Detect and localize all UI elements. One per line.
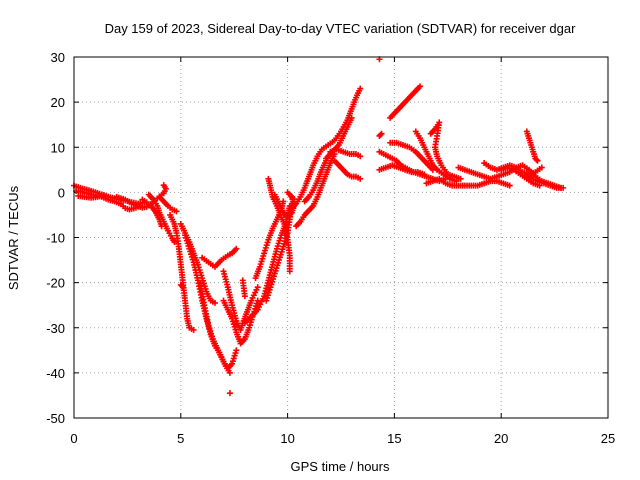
- data-point: [233, 347, 240, 354]
- data-track: [331, 157, 364, 182]
- data-point: [533, 156, 540, 163]
- data-track: [199, 245, 240, 270]
- data-point: [254, 284, 261, 291]
- data-point: [357, 153, 364, 160]
- data-track: [498, 164, 543, 189]
- data-point: [357, 85, 364, 92]
- data-point: [560, 184, 567, 191]
- plot-frame: [73, 56, 609, 419]
- data-point: [457, 175, 464, 182]
- data-track: [239, 277, 248, 300]
- data-track: [156, 193, 180, 215]
- data-point: [536, 182, 543, 189]
- data-point: [226, 390, 233, 397]
- y-tick-label: -50: [46, 411, 65, 426]
- data-track: [288, 85, 364, 212]
- y-tick-label: -40: [46, 366, 65, 381]
- data-point: [190, 327, 197, 334]
- y-tick-label: -20: [46, 276, 65, 291]
- x-axis-label: GPS time / hours: [291, 459, 390, 474]
- data-track: [220, 297, 261, 347]
- data-point: [280, 198, 287, 205]
- y-tick-labels: 30 20 10 0 -10 -20 -30 -40 -50: [46, 50, 65, 426]
- data-track: [197, 279, 233, 376]
- data-point: [173, 208, 180, 215]
- y-tick-label: -10: [46, 231, 65, 246]
- data-track: [327, 146, 364, 160]
- data-track: [523, 171, 567, 191]
- x-tick-label: 0: [70, 431, 77, 446]
- x-tick-label: 5: [177, 431, 184, 446]
- chart-title: Day 159 of 2023, Sidereal Day-to-day VTE…: [105, 21, 577, 36]
- data-point: [160, 182, 167, 189]
- data-point: [378, 130, 385, 137]
- data-track: [376, 130, 385, 139]
- data-track: [423, 175, 513, 189]
- data-track: [113, 182, 169, 211]
- data-point: [254, 297, 261, 304]
- y-tick-label: -30: [46, 321, 65, 336]
- data-points: [71, 56, 567, 397]
- data-point: [538, 164, 545, 171]
- data-point: [421, 171, 428, 178]
- data-track: [376, 162, 428, 178]
- data-track: [145, 191, 178, 246]
- data-point: [377, 131, 384, 138]
- data-point: [178, 283, 185, 290]
- x-tick-label: 25: [601, 431, 615, 446]
- data-track: [523, 128, 541, 164]
- data-point: [179, 284, 186, 291]
- x-tick-labels: 0 5 10 15 20 25: [70, 431, 615, 446]
- data-track: [75, 192, 107, 201]
- data-track: [265, 175, 293, 275]
- grid: [73, 56, 609, 419]
- data-point: [241, 293, 248, 300]
- y-tick-label: 10: [51, 140, 65, 155]
- data-track: [387, 83, 424, 121]
- y-tick-label: 30: [51, 50, 65, 65]
- data-track: [73, 188, 144, 213]
- data-track: [177, 281, 186, 291]
- data-track: [387, 139, 436, 173]
- x-tick-label: 15: [387, 431, 401, 446]
- data-point: [171, 239, 178, 246]
- data-point: [233, 245, 240, 252]
- data-point: [506, 182, 513, 189]
- data-point: [211, 299, 218, 306]
- data-point: [357, 175, 364, 182]
- data-track: [427, 119, 464, 182]
- y-tick-label: 20: [51, 95, 65, 110]
- data-track: [284, 189, 298, 203]
- data-point: [348, 114, 355, 121]
- x-tick-label: 20: [494, 431, 508, 446]
- data-track: [481, 160, 545, 178]
- y-axis-label: SDTVAR / TECUs: [6, 185, 21, 290]
- data-point: [286, 268, 293, 275]
- y-tick-label: 0: [58, 185, 65, 200]
- data-track: [226, 390, 233, 397]
- data-point: [534, 157, 541, 164]
- data-track: [293, 151, 338, 230]
- data-point: [100, 192, 107, 199]
- data-point: [417, 83, 424, 90]
- x-tick-label: 10: [280, 431, 294, 446]
- data-track: [167, 211, 197, 334]
- data-point: [226, 369, 233, 376]
